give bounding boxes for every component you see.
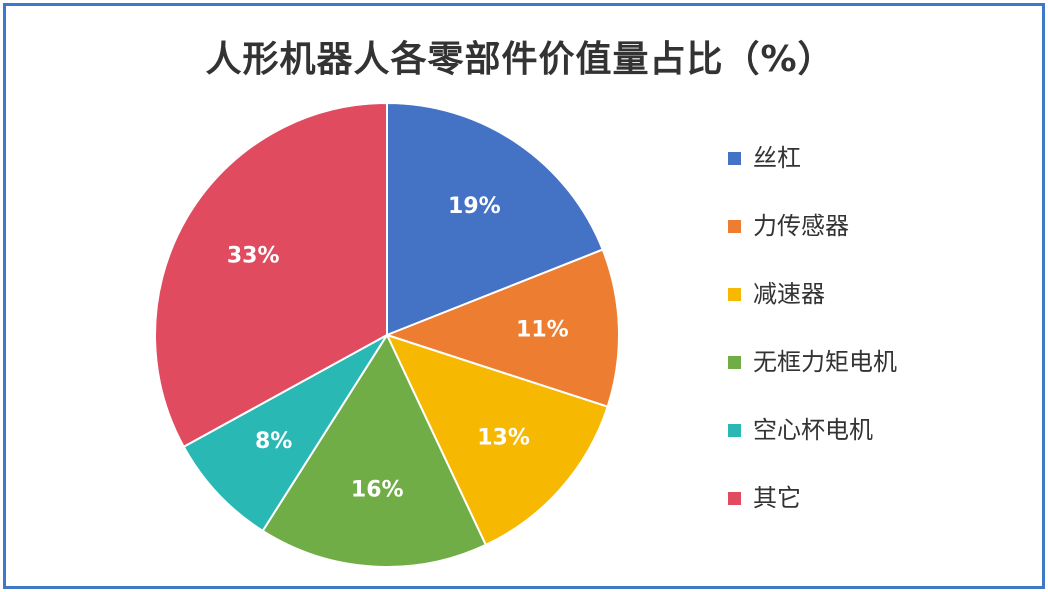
pie-slices bbox=[154, 101, 620, 568]
legend-label-1: 丝杠 bbox=[753, 144, 801, 172]
pie-data-labels: 19% 11% 13% 16% 8% 33% bbox=[227, 194, 569, 503]
legend-label-5: 空心杯电机 bbox=[753, 416, 873, 444]
legend-swatch-1 bbox=[728, 152, 741, 165]
legend-item-5: 空心杯电机 bbox=[728, 414, 897, 482]
pie-slice-2 bbox=[384, 248, 620, 408]
legend-label-4: 无框力矩电机 bbox=[753, 348, 897, 376]
legend-item-3: 减速器 bbox=[728, 278, 897, 346]
legend-swatch-4 bbox=[728, 356, 741, 369]
legend-item-2: 力传感器 bbox=[728, 210, 897, 278]
data-label-2: 11% bbox=[516, 318, 569, 343]
data-label-5: 8% bbox=[255, 429, 292, 454]
data-label-4: 16% bbox=[351, 478, 404, 503]
pie-slice-3 bbox=[385, 333, 609, 547]
legend-swatch-5 bbox=[728, 424, 741, 437]
legend-swatch-3 bbox=[728, 288, 741, 301]
chart-title: 人形机器人各零部件价值量占比（%） bbox=[205, 39, 835, 80]
legend-item-6: 其它 bbox=[728, 482, 897, 550]
data-label-1: 19% bbox=[448, 194, 501, 219]
data-label-3: 13% bbox=[477, 425, 530, 450]
chart-legend: 丝杠力传感器减速器无框力矩电机 空心杯电机其它 bbox=[728, 142, 897, 550]
legend-item-4: 无框力矩电机 bbox=[728, 346, 897, 414]
pie-slice-4 bbox=[261, 332, 488, 568]
pie-slice-5 bbox=[182, 334, 388, 533]
legend-swatch-2 bbox=[728, 220, 741, 233]
pie-slice-1 bbox=[386, 101, 605, 337]
pie-slice-6 bbox=[154, 101, 388, 449]
data-label-6: 33% bbox=[227, 243, 280, 268]
legend-label-6: 其它 bbox=[753, 484, 801, 512]
legend-item-1: 丝杠 bbox=[728, 142, 897, 210]
legend-swatch-6 bbox=[728, 492, 741, 505]
legend-label-2: 力传感器 bbox=[753, 212, 849, 240]
legend-label-3: 减速器 bbox=[753, 280, 825, 308]
